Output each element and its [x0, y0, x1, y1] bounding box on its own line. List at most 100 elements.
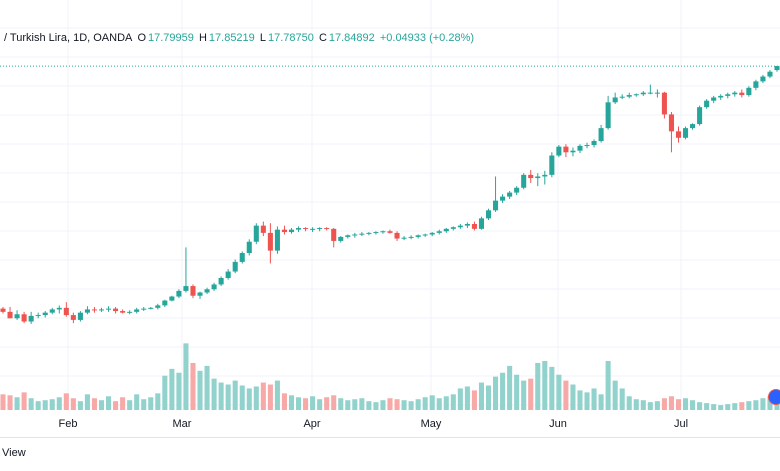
volume-bar [56, 397, 62, 410]
candle-body [739, 92, 745, 96]
candle-body [612, 97, 618, 103]
volume-bar [267, 384, 273, 410]
candle-body [190, 286, 196, 296]
candle-body [697, 107, 703, 125]
candle-body [317, 228, 323, 230]
volume-bar [190, 362, 196, 410]
candle-body [204, 289, 210, 293]
candle-body [514, 187, 520, 193]
volume-bar [500, 372, 506, 410]
volume-bar [619, 388, 625, 410]
candle-body [485, 210, 492, 219]
volume-bar [739, 402, 745, 410]
volume-bar [457, 388, 463, 410]
candle-body [626, 95, 632, 97]
candle-body [28, 315, 34, 322]
x-tick-label: Jun [549, 418, 567, 430]
candle-body [148, 307, 154, 309]
candle-body [704, 100, 710, 108]
volume-bar [260, 382, 266, 410]
volume-bar [471, 390, 477, 410]
view-label[interactable]: View [2, 447, 26, 459]
candle-body [113, 308, 119, 312]
tradingview-logo-icon[interactable] [768, 389, 780, 405]
volume-bar [478, 382, 485, 410]
volume-bar [380, 400, 386, 410]
volume-bar [422, 397, 428, 410]
volume-bar [77, 401, 83, 410]
candle-body [380, 231, 386, 233]
volume-bar [521, 380, 527, 410]
low-label: L [259, 32, 266, 44]
volume-bar [633, 399, 639, 410]
volume-bar [640, 400, 646, 410]
candle-body [563, 146, 569, 153]
volume-bar [373, 402, 379, 410]
volume-bar [169, 368, 175, 410]
volume-bar [218, 382, 224, 410]
volume-bar [324, 397, 330, 410]
candle-body [14, 314, 20, 319]
legend-title: / Turkish Lira, 1D, OANDA [4, 32, 133, 44]
volume-bar [345, 400, 351, 410]
candle-body [598, 128, 604, 142]
candle-body [324, 228, 330, 230]
candle-body [415, 235, 421, 237]
volume-bar [394, 399, 400, 410]
symbol-legend: / Turkish Lira, 1D, OANDA O 17.79959 H 17.… [4, 32, 476, 44]
volume-bar [281, 393, 287, 410]
volume-bar [120, 397, 126, 410]
volume-bar [654, 401, 660, 410]
candle-body [0, 308, 6, 312]
volume-bar [253, 386, 259, 410]
change-value: +0.04933 (+0.28%) [379, 32, 475, 44]
volume-bar [338, 398, 344, 410]
candle-body [450, 227, 456, 229]
volume-bar [70, 398, 76, 410]
volume-bar [485, 385, 492, 410]
candle-body [310, 228, 316, 230]
volume-bar [197, 370, 203, 410]
candle-body [246, 241, 252, 254]
candle-body [549, 155, 555, 175]
candle-body [127, 311, 133, 313]
volume-bar [84, 394, 90, 410]
volume-bar [647, 402, 653, 410]
volume-bar [690, 400, 696, 410]
candle-body [654, 92, 660, 94]
open-label: O [137, 32, 146, 44]
volume-bar [711, 404, 717, 410]
volume-bar [359, 398, 365, 410]
time-axis[interactable]: Feb Mar Apr May Jun Jul [0, 414, 780, 434]
candle-body [647, 92, 653, 94]
candle-body [661, 92, 667, 115]
candlestick-chart[interactable] [0, 0, 780, 437]
candle-body [556, 146, 562, 156]
candle-body [619, 96, 625, 98]
volume-bar [246, 388, 252, 410]
candle-body [457, 225, 463, 228]
volume-bar [317, 399, 323, 410]
volume-bar [148, 397, 154, 410]
volume-bar [113, 401, 119, 410]
volume-bar [63, 393, 69, 410]
volume-bar [0, 394, 6, 410]
candle-body [176, 290, 182, 297]
candle-body [218, 278, 224, 285]
candle-body [274, 229, 280, 251]
candle-body [429, 232, 435, 235]
candle-body [500, 196, 506, 201]
candle-body [35, 315, 41, 317]
volume-bar [514, 374, 520, 410]
candle-body [732, 92, 738, 95]
volume-bar [464, 386, 470, 410]
volume-bar [577, 390, 583, 410]
candle-body [155, 305, 161, 308]
volume-bar [14, 397, 20, 410]
candle-body [63, 307, 69, 316]
candle-body [162, 300, 168, 306]
volume-bar [176, 372, 182, 410]
volume-bar [584, 392, 590, 410]
volume-bar [387, 398, 393, 410]
volume-bar [732, 403, 738, 410]
